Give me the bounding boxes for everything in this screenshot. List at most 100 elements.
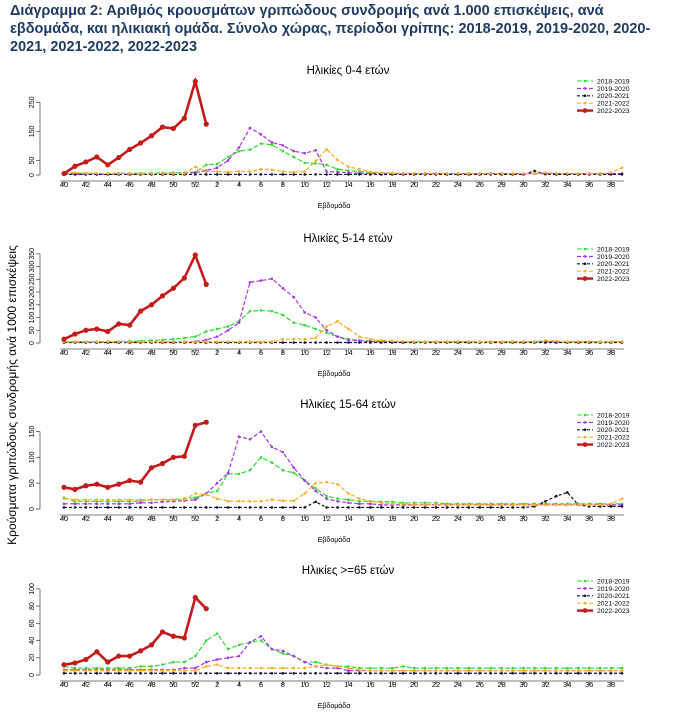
data-point-2018-2019 (139, 665, 142, 668)
data-point-2020-2021 (204, 506, 208, 509)
data-point-2018-2019 (336, 497, 339, 500)
data-point-2020-2021 (598, 671, 602, 675)
data-point-2019-2020 (281, 144, 285, 147)
x-tick-label: 40 (60, 180, 68, 189)
data-point-2020-2021 (161, 506, 164, 509)
data-point-2020-2021 (533, 671, 536, 675)
data-point-2019-2020 (215, 335, 219, 338)
data-point-2020-2021 (369, 671, 372, 675)
data-point-2020-2021 (215, 671, 219, 675)
data-point-2021-2022 (292, 666, 296, 670)
data-point-2022-2023 (159, 293, 166, 299)
data-point-2022-2023 (148, 302, 155, 308)
x-tick-label: 22 (432, 514, 440, 523)
data-point-2018-2019 (303, 323, 307, 327)
data-point-2021-2022 (555, 172, 558, 175)
data-point-2021-2022 (73, 669, 77, 672)
data-point-2019-2020 (226, 471, 230, 475)
data-point-2021-2022 (193, 340, 197, 344)
data-point-2019-2020 (215, 658, 219, 661)
data-point-2021-2022 (369, 669, 372, 672)
data-point-2021-2022 (95, 340, 99, 344)
data-point-2020-2021 (609, 505, 613, 508)
data-point-2021-2022 (336, 320, 339, 323)
data-point-2018-2019 (161, 663, 164, 666)
data-point-2022-2023 (170, 285, 177, 291)
data-point-2021-2022 (106, 669, 110, 672)
x-tick-label: 4 (237, 348, 241, 357)
data-point-2022-2023 (94, 649, 100, 655)
x-tick-label: 44 (104, 514, 112, 523)
series-line-2021-2022 (64, 320, 622, 343)
panel-title: Ηλικίες >=65 ετών (302, 565, 395, 577)
data-point-2019-2020 (73, 502, 77, 506)
data-point-2020-2021 (379, 506, 383, 509)
legend-label: 2018-2019 (597, 246, 630, 253)
x-tick-label: 12 (322, 348, 330, 357)
data-point-2018-2019 (576, 666, 580, 670)
data-point-2022-2023 (83, 483, 89, 489)
data-point-2020-2021 (193, 506, 197, 509)
data-point-2021-2022 (237, 666, 241, 670)
x-tick-label: 38 (607, 514, 615, 523)
x-tick-label: 52 (191, 348, 199, 357)
data-point-2021-2022 (106, 340, 110, 344)
y-tick-label: 60 (29, 619, 36, 627)
data-point-2021-2022 (292, 499, 296, 503)
legend-marker (583, 594, 587, 598)
data-point-2019-2020 (292, 295, 296, 299)
data-point-2021-2022 (226, 499, 230, 503)
x-tick-label: 16 (366, 514, 374, 523)
x-tick-label: 30 (519, 514, 527, 523)
data-point-2021-2022 (73, 498, 77, 501)
x-tick-label: 48 (147, 514, 155, 523)
data-point-2019-2020 (215, 481, 219, 485)
x-tick-label: 24 (454, 348, 462, 357)
legend-marker (582, 276, 588, 281)
legend-label: 2019-2020 (597, 586, 630, 593)
data-point-2021-2022 (576, 340, 580, 344)
data-point-2021-2022 (500, 669, 503, 672)
x-tick-label: 30 (519, 680, 527, 689)
data-point-2020-2021 (620, 505, 624, 508)
data-point-2021-2022 (128, 172, 131, 175)
data-point-2022-2023 (61, 336, 67, 342)
data-point-2019-2020 (106, 502, 110, 506)
x-tick-label: 20 (410, 680, 418, 689)
x-tick-label: 14 (344, 680, 352, 689)
data-point-2021-2022 (401, 172, 405, 175)
legend-marker (583, 413, 587, 417)
data-point-2020-2021 (500, 671, 503, 675)
data-point-2019-2020 (303, 151, 307, 155)
x-tick-label: 16 (366, 348, 374, 357)
data-point-2021-2022 (215, 663, 219, 666)
x-tick-label: 32 (541, 680, 549, 689)
legend-marker (583, 262, 587, 266)
data-point-2021-2022 (489, 503, 493, 507)
x-tick-label: 2 (215, 680, 219, 689)
x-tick-label: 26 (476, 680, 484, 689)
data-point-2020-2021 (587, 671, 591, 675)
data-point-2021-2022 (303, 492, 307, 495)
series-line-2018-2019 (63, 456, 622, 505)
panel-title: Ηλικίες 5-14 ετών (303, 233, 392, 245)
data-point-2019-2020 (281, 450, 285, 454)
data-point-2022-2023 (61, 170, 67, 177)
data-point-2018-2019 (598, 666, 602, 670)
data-point-2019-2020 (259, 133, 263, 136)
series-line-2022-2023 (63, 594, 208, 666)
data-point-2021-2022 (73, 171, 77, 174)
data-point-2021-2022 (325, 663, 328, 666)
data-point-2020-2021 (292, 341, 296, 344)
data-point-2020-2021 (423, 671, 427, 675)
data-point-2020-2021 (303, 173, 307, 176)
data-point-2021-2022 (533, 172, 536, 175)
data-point-2020-2021 (478, 671, 482, 675)
data-point-2020-2021 (325, 341, 328, 344)
data-point-2018-2019 (390, 500, 394, 504)
x-tick-label: 4 (237, 680, 241, 689)
data-point-2020-2021 (423, 506, 427, 509)
data-point-2021-2022 (358, 335, 361, 338)
data-point-2021-2022 (292, 170, 296, 174)
